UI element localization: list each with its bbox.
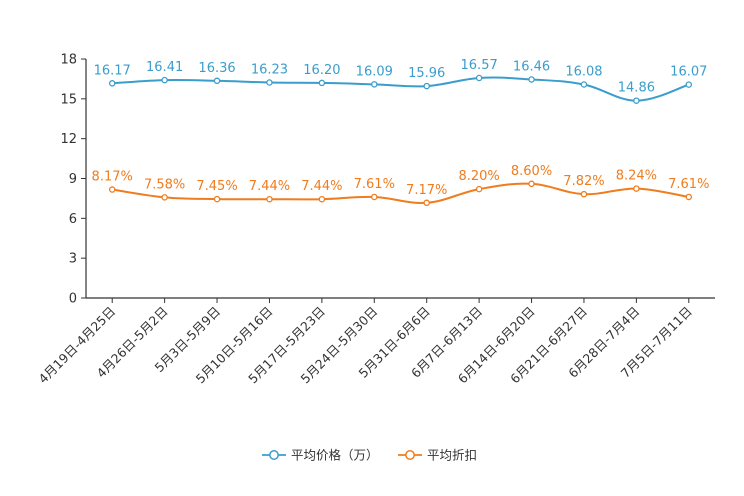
data-labels: 16.17 16.41 16.36 16.23 16.20 16.09 15.96 16.57… [92,58,710,198]
y-tick-label: 0 [69,292,77,307]
legend-label: 平均折扣 [427,448,477,463]
legend-label: 平均价格（万） [291,448,379,463]
data-point[interactable] [633,185,640,192]
data-point[interactable] [475,185,483,193]
data-point[interactable] [580,190,588,198]
data-label: 16.09 [356,64,393,79]
y-tick-label: 15 [60,92,77,107]
data-label: 16.17 [94,63,131,78]
data-label: 8.60% [511,164,552,179]
data-point[interactable] [528,180,535,188]
data-label: 14.86 [618,81,655,96]
data-point[interactable] [371,81,378,88]
data-point[interactable] [423,82,430,90]
data-point[interactable] [161,76,168,84]
data-label: 7.44% [249,179,290,194]
legend-marker [405,450,415,460]
data-label: 8.17% [92,170,133,185]
legend-marker [269,450,279,460]
data-point[interactable] [580,81,588,88]
data-point[interactable] [266,195,273,203]
data-label: 7.61% [668,177,709,192]
data-point[interactable] [475,74,483,82]
y-tick-label: 6 [69,212,77,227]
legend[interactable]: 平均价格（万） 平均折扣 [262,448,477,463]
data-label: 7.17% [406,183,447,198]
data-label: 8.24% [616,169,657,184]
series-line [112,76,690,102]
data-point[interactable] [685,81,693,88]
data-point[interactable] [633,97,640,104]
data-point[interactable] [108,186,116,193]
data-label: 16.23 [251,63,288,78]
data-label: 7.61% [354,177,395,192]
data-label: 16.20 [303,63,340,78]
y-tick-label: 9 [69,172,77,187]
data-point[interactable] [213,77,221,85]
data-point[interactable] [108,80,116,87]
data-point[interactable] [371,193,378,201]
y-tick-label: 3 [69,252,77,267]
data-point[interactable] [213,195,221,203]
data-label: 7.58% [144,177,185,192]
data-label: 16.36 [198,61,235,76]
legend-item[interactable]: 平均折扣 [398,448,477,463]
y-tick-label: 12 [60,132,77,147]
data-point[interactable] [161,194,168,201]
data-label: 16.57 [461,58,498,73]
data-label: 15.96 [408,66,445,81]
data-label: 16.46 [513,59,550,74]
data-point[interactable] [266,79,273,86]
axes: 03691215184月19日-4月25日4月26日-5月2日5月3日-5月9日… [35,53,715,386]
data-label: 16.41 [146,60,183,75]
data-label: 16.07 [670,65,707,80]
data-point[interactable] [528,76,535,83]
series-line [112,182,689,204]
data-point[interactable] [318,195,326,203]
data-label: 7.44% [301,179,342,194]
data-point[interactable] [685,193,693,201]
legend-item[interactable]: 平均价格（万） [262,448,379,463]
series-group [108,74,693,207]
y-tick-label: 18 [60,53,77,68]
data-label: 16.08 [565,64,602,79]
data-label: 8.20% [458,169,499,184]
data-label: 7.82% [563,174,604,189]
data-point[interactable] [318,79,326,87]
data-point[interactable] [423,199,430,207]
data-label: 7.45% [196,179,237,194]
